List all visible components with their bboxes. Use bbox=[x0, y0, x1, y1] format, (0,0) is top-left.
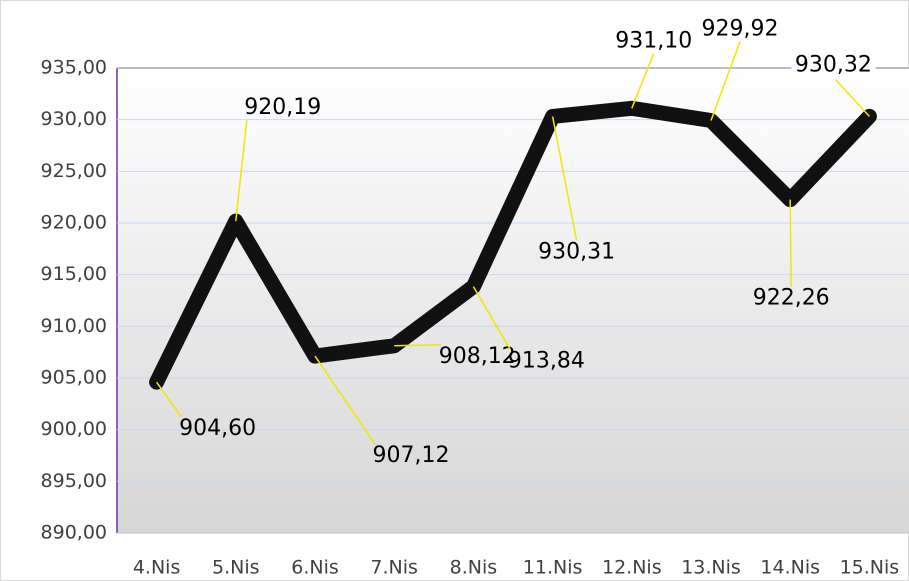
data-label: 929,92 bbox=[702, 16, 779, 41]
x-tick-label: 11.Nis bbox=[523, 557, 583, 579]
data-label: 920,19 bbox=[244, 95, 321, 120]
leader-line bbox=[235, 119, 248, 222]
data-label: 908,12 bbox=[439, 344, 516, 369]
x-tick-label: 8.Nis bbox=[450, 557, 498, 579]
x-tick-label: 4.Nis bbox=[133, 557, 181, 579]
x-tick-label: 12.Nis bbox=[602, 557, 662, 579]
data-label-bg bbox=[791, 51, 876, 80]
y-tick-label: 920,00 bbox=[41, 212, 107, 234]
y-tick-label: 930,00 bbox=[41, 108, 107, 130]
leader-line bbox=[551, 116, 578, 241]
leader-line bbox=[710, 41, 741, 121]
leader-line bbox=[155, 381, 183, 418]
plot-area bbox=[117, 68, 909, 533]
data-line bbox=[149, 100, 877, 390]
x-tick-label: 7.Nis bbox=[370, 557, 418, 579]
x-tick-label: 14.Nis bbox=[760, 557, 820, 579]
leader-line bbox=[832, 76, 870, 117]
x-tick-label: 15.Nis bbox=[840, 557, 900, 579]
y-tick-label: 935,00 bbox=[41, 57, 107, 79]
data-label: 904,60 bbox=[179, 416, 256, 441]
y-tick-label: 890,00 bbox=[41, 522, 107, 544]
leader-line bbox=[314, 355, 376, 445]
x-tick-label: 5.Nis bbox=[212, 557, 260, 579]
data-label: 922,26 bbox=[753, 286, 830, 311]
data-label: 931,10 bbox=[615, 28, 692, 53]
y-tick-label: 915,00 bbox=[41, 263, 107, 285]
x-tick-label: 13.Nis bbox=[681, 557, 741, 579]
leader-line bbox=[394, 344, 442, 347]
data-label: 930,32 bbox=[795, 52, 872, 77]
y-tick-label: 905,00 bbox=[41, 367, 107, 389]
leader-line bbox=[631, 53, 655, 109]
data-label: 907,12 bbox=[373, 443, 450, 468]
leader-line bbox=[789, 199, 792, 287]
y-tick-label: 900,00 bbox=[41, 418, 107, 440]
data-label: 930,31 bbox=[538, 239, 615, 264]
y-tick-label: 895,00 bbox=[41, 470, 107, 492]
leader-line bbox=[472, 286, 512, 351]
y-tick-label: 925,00 bbox=[41, 160, 107, 182]
x-tick-label: 6.Nis bbox=[291, 557, 339, 579]
y-tick-label: 910,00 bbox=[41, 315, 107, 337]
data-label: 913,84 bbox=[508, 349, 585, 374]
